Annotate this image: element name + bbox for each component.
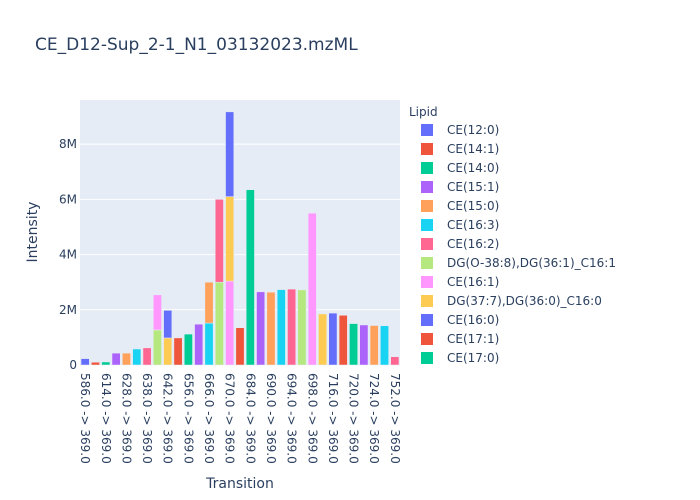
legend-item-label[interactable]: CE(16:1) bbox=[447, 275, 499, 289]
bar[interactable] bbox=[163, 337, 173, 366]
bar[interactable] bbox=[225, 196, 235, 282]
x-tick-label: 666.0 -> 369.0 bbox=[202, 373, 216, 464]
y-tick-label: 8M bbox=[59, 137, 77, 151]
x-axis-title: Transition bbox=[205, 476, 274, 492]
x-tick-label: 670.0 -> 369.0 bbox=[223, 373, 237, 464]
bar[interactable] bbox=[225, 280, 235, 366]
bars bbox=[80, 111, 400, 366]
x-tick-label: 586.0 -> 369.0 bbox=[78, 373, 92, 464]
legend-item-label[interactable]: CE(16:3) bbox=[447, 218, 499, 232]
bar[interactable] bbox=[307, 212, 317, 366]
bar[interactable] bbox=[214, 281, 224, 366]
bar[interactable] bbox=[173, 337, 183, 366]
x-tick-label: 628.0 -> 369.0 bbox=[119, 373, 133, 464]
legend-swatch[interactable] bbox=[421, 352, 433, 364]
x-tick-label: 724.0 -> 369.0 bbox=[367, 373, 381, 464]
bar[interactable] bbox=[142, 347, 152, 366]
x-tick-label: 642.0 -> 369.0 bbox=[161, 373, 175, 464]
bar[interactable] bbox=[328, 312, 338, 366]
bar[interactable] bbox=[184, 333, 193, 366]
gridlines bbox=[80, 143, 400, 311]
legend-item-label[interactable]: CE(14:0) bbox=[447, 161, 499, 175]
x-tick-label: 684.0 -> 369.0 bbox=[243, 373, 257, 464]
bar[interactable] bbox=[214, 199, 224, 283]
y-tick-label: 0 bbox=[69, 358, 77, 372]
x-tick-label: 716.0 -> 369.0 bbox=[326, 373, 340, 464]
bar[interactable] bbox=[287, 288, 296, 366]
x-tick-label: 720.0 -> 369.0 bbox=[347, 373, 361, 464]
x-tick-label: 698.0 -> 369.0 bbox=[305, 373, 319, 464]
legend-swatch[interactable] bbox=[421, 200, 433, 212]
bar[interactable] bbox=[297, 289, 307, 366]
bar[interactable] bbox=[163, 310, 173, 339]
legend-item-label[interactable]: CE(15:1) bbox=[447, 180, 499, 194]
bar[interactable] bbox=[225, 111, 235, 197]
bar[interactable] bbox=[153, 294, 162, 331]
legend-item-label[interactable]: CE(16:2) bbox=[447, 237, 499, 251]
legend-swatch[interactable] bbox=[421, 276, 433, 288]
legend-swatch[interactable] bbox=[421, 295, 433, 307]
bar[interactable] bbox=[235, 327, 245, 366]
legend-item-label[interactable]: CE(12:0) bbox=[447, 123, 499, 137]
bar[interactable] bbox=[80, 358, 90, 366]
legend-swatch[interactable] bbox=[421, 257, 433, 269]
bar[interactable] bbox=[338, 315, 348, 366]
legend-item-label[interactable]: CE(17:0) bbox=[447, 351, 499, 365]
legend: Lipid CE(12:0) CE(14:1) CE(14:0) CE(15:1) CE… bbox=[409, 105, 616, 365]
legend-swatch[interactable] bbox=[421, 333, 433, 345]
x-tick-label: 690.0 -> 369.0 bbox=[264, 373, 278, 464]
legend-swatch[interactable] bbox=[421, 219, 433, 231]
legend-item-label[interactable]: DG(37:7),DG(36:0)_C16:0 bbox=[447, 294, 602, 308]
bar[interactable] bbox=[318, 313, 327, 366]
legend-item-label[interactable]: CE(14:1) bbox=[447, 142, 499, 156]
x-tick-label: 638.0 -> 369.0 bbox=[140, 373, 154, 464]
bar[interactable] bbox=[276, 289, 286, 366]
legend-item-label[interactable]: DG(O-38:8),DG(36:1)_C16:1 bbox=[447, 256, 616, 270]
bar[interactable] bbox=[245, 189, 255, 366]
bar[interactable] bbox=[132, 348, 142, 366]
bar[interactable] bbox=[91, 361, 100, 366]
y-tick-label: 6M bbox=[59, 192, 77, 206]
legend-swatch[interactable] bbox=[421, 143, 433, 155]
x-axis-ticks: 586.0 -> 369.0 614.0 -> 369.0 628.0 -> 369… bbox=[78, 373, 402, 464]
bar[interactable] bbox=[256, 291, 266, 366]
chart-title: CE_D12-Sup_2-1_N1_03132023.mzML bbox=[35, 35, 358, 55]
x-tick-label: 656.0 -> 369.0 bbox=[181, 373, 195, 464]
legend-item-label[interactable]: CE(16:0) bbox=[447, 313, 499, 327]
bar[interactable] bbox=[153, 329, 162, 366]
x-tick-label: 752.0 -> 369.0 bbox=[388, 373, 402, 464]
legend-item-label[interactable]: CE(15:0) bbox=[447, 199, 499, 213]
bar[interactable] bbox=[349, 323, 358, 366]
bar[interactable] bbox=[204, 322, 214, 366]
bar[interactable] bbox=[204, 281, 214, 324]
legend-swatch[interactable] bbox=[421, 181, 433, 193]
bar[interactable] bbox=[369, 325, 379, 366]
legend-swatch[interactable] bbox=[421, 124, 433, 136]
x-tick-label: 694.0 -> 369.0 bbox=[285, 373, 299, 464]
bar[interactable] bbox=[359, 324, 369, 366]
bar[interactable] bbox=[111, 352, 121, 366]
legend-swatch[interactable] bbox=[421, 238, 433, 250]
bar[interactable] bbox=[194, 323, 204, 366]
bar[interactable] bbox=[266, 291, 276, 366]
y-axis-ticks: 0 2M 4M 6M 8M bbox=[59, 137, 77, 372]
legend-title: Lipid bbox=[409, 105, 438, 119]
bar[interactable] bbox=[101, 361, 111, 366]
y-tick-label: 2M bbox=[59, 303, 77, 317]
bar[interactable] bbox=[122, 352, 131, 366]
bar[interactable] bbox=[390, 356, 400, 366]
y-tick-label: 4M bbox=[59, 248, 77, 262]
bar[interactable] bbox=[380, 325, 389, 366]
legend-item-label[interactable]: CE(17:1) bbox=[447, 332, 499, 346]
y-axis-title: Intensity bbox=[25, 202, 41, 263]
x-tick-label: 614.0 -> 369.0 bbox=[99, 373, 113, 464]
legend-swatch[interactable] bbox=[421, 162, 433, 174]
legend-swatch[interactable] bbox=[421, 314, 433, 326]
